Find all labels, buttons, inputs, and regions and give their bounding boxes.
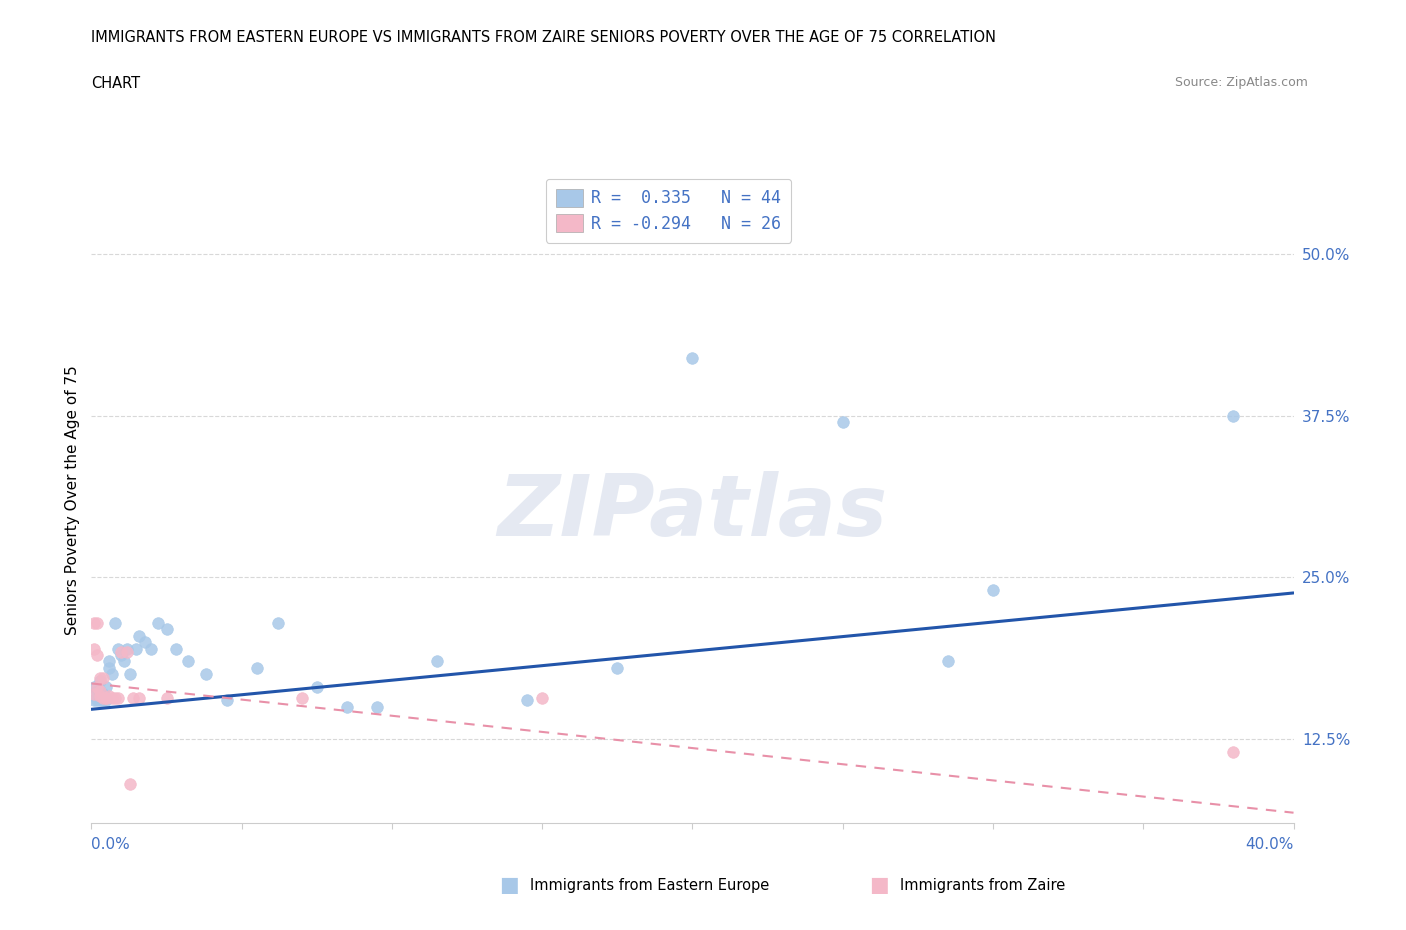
Point — [134, 634, 156, 649]
Text: 0.0%: 0.0% — [91, 837, 131, 852]
Point — [114, 654, 136, 669]
Point — [107, 690, 129, 705]
Point — [215, 693, 238, 708]
Point — [291, 690, 314, 705]
Point — [516, 693, 538, 708]
Point — [101, 690, 124, 705]
Point — [125, 641, 148, 656]
Point — [155, 622, 177, 637]
Text: 40.0%: 40.0% — [1246, 837, 1294, 852]
Point — [104, 690, 127, 705]
Point — [89, 684, 111, 698]
Point — [89, 689, 111, 704]
Point — [89, 684, 111, 698]
Point — [83, 693, 105, 708]
Point — [83, 680, 105, 695]
Point — [681, 351, 703, 365]
Point — [83, 686, 105, 701]
Text: ■: ■ — [869, 875, 889, 896]
Point — [122, 690, 145, 705]
Point — [86, 647, 108, 662]
Legend: R =  0.335   N = 44, R = -0.294   N = 26: R = 0.335 N = 44, R = -0.294 N = 26 — [546, 179, 792, 243]
Text: Immigrants from Zaire: Immigrants from Zaire — [900, 878, 1066, 893]
Point — [98, 689, 121, 704]
Point — [155, 690, 177, 705]
Point — [83, 641, 105, 656]
Point — [86, 686, 108, 701]
Point — [96, 690, 118, 705]
Point — [93, 693, 115, 708]
Point — [86, 693, 108, 708]
Point — [110, 645, 132, 660]
Point — [93, 671, 115, 685]
Point — [426, 654, 449, 669]
Point — [606, 660, 628, 675]
Point — [128, 690, 150, 705]
Point — [107, 641, 129, 656]
Text: Immigrants from Eastern Europe: Immigrants from Eastern Europe — [530, 878, 769, 893]
Y-axis label: Seniors Poverty Over the Age of 75: Seniors Poverty Over the Age of 75 — [65, 365, 80, 635]
Point — [101, 667, 124, 682]
Point — [117, 645, 139, 660]
Point — [120, 777, 142, 791]
Point — [1222, 745, 1244, 760]
Point — [86, 680, 108, 695]
Point — [366, 699, 388, 714]
Text: Source: ZipAtlas.com: Source: ZipAtlas.com — [1174, 76, 1308, 89]
Point — [267, 616, 290, 631]
Point — [96, 690, 118, 705]
Point — [141, 641, 163, 656]
Point — [117, 641, 139, 656]
Point — [146, 616, 169, 631]
Point — [831, 415, 853, 430]
Point — [86, 684, 108, 698]
Point — [83, 616, 105, 631]
Point — [93, 686, 115, 701]
Point — [89, 673, 111, 688]
Text: ■: ■ — [499, 875, 519, 896]
Point — [165, 641, 187, 656]
Point — [96, 693, 118, 708]
Point — [936, 654, 959, 669]
Point — [98, 654, 121, 669]
Point — [96, 680, 118, 695]
Text: CHART: CHART — [91, 76, 141, 91]
Point — [86, 616, 108, 631]
Point — [176, 654, 198, 669]
Text: IMMIGRANTS FROM EASTERN EUROPE VS IMMIGRANTS FROM ZAIRE SENIORS POVERTY OVER THE: IMMIGRANTS FROM EASTERN EUROPE VS IMMIGR… — [91, 30, 997, 45]
Text: ZIPatlas: ZIPatlas — [498, 472, 887, 554]
Point — [120, 667, 142, 682]
Point — [98, 660, 121, 675]
Point — [89, 671, 111, 685]
Point — [305, 680, 328, 695]
Point — [104, 616, 127, 631]
Point — [194, 667, 217, 682]
Point — [93, 690, 115, 705]
Point — [1222, 408, 1244, 423]
Point — [89, 693, 111, 708]
Point — [531, 690, 554, 705]
Point — [246, 660, 269, 675]
Point — [110, 647, 132, 662]
Point — [128, 628, 150, 643]
Point — [336, 699, 359, 714]
Point — [981, 583, 1004, 598]
